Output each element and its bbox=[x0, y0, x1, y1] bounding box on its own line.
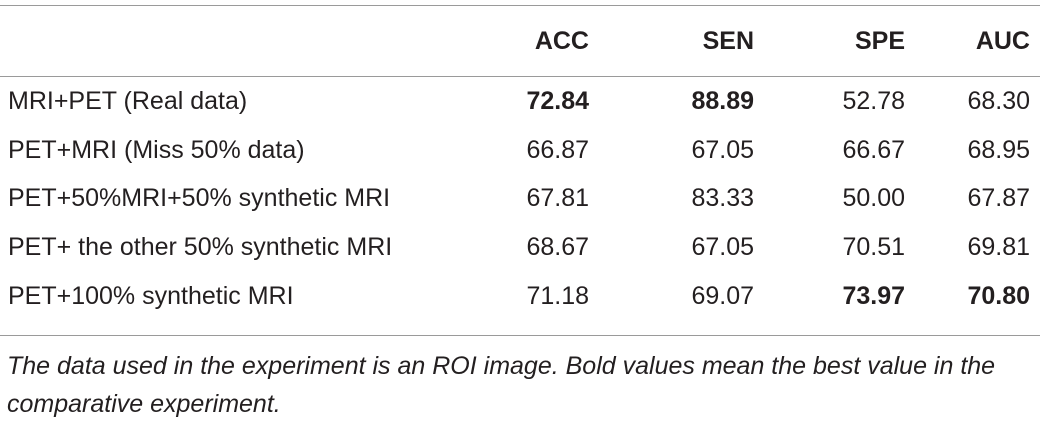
table-row: MRI+PET (Real data) 72.84 88.89 52.78 68… bbox=[0, 77, 1040, 126]
auc-value: 67.87 bbox=[967, 184, 1030, 213]
spe-value: 66.67 bbox=[842, 135, 905, 164]
table-row: PET+ the other 50% synthetic MRI 68.67 6… bbox=[0, 223, 1040, 272]
acc-value: 68.67 bbox=[526, 233, 589, 262]
header-divider bbox=[0, 76, 1040, 77]
table-header-row: ACC SEN SPE AUC bbox=[0, 6, 1040, 77]
table-top-rule bbox=[0, 5, 1040, 6]
auc-value: 69.81 bbox=[967, 233, 1030, 262]
row-label: MRI+PET (Real data) bbox=[8, 86, 248, 115]
table-bottom-rule bbox=[0, 335, 1040, 336]
header-acc: ACC bbox=[534, 26, 589, 55]
header-spe: SPE bbox=[854, 26, 905, 55]
auc-value: 70.80 bbox=[967, 282, 1030, 311]
acc-value: 66.87 bbox=[526, 135, 589, 164]
sen-value: 67.05 bbox=[691, 135, 754, 164]
results-table: ACC SEN SPE AUC MRI+PET (Real data) 72.8… bbox=[0, 6, 1040, 321]
acc-value: 71.18 bbox=[526, 282, 589, 311]
sen-value: 67.05 bbox=[691, 233, 754, 262]
spe-value: 73.97 bbox=[842, 282, 905, 311]
row-label: PET+MRI (Miss 50% data) bbox=[8, 135, 305, 164]
acc-value: 72.84 bbox=[526, 86, 589, 115]
auc-value: 68.95 bbox=[967, 135, 1030, 164]
header-auc: AUC bbox=[975, 26, 1030, 55]
spe-value: 70.51 bbox=[842, 233, 905, 262]
table-footnote: The data used in the experiment is an RO… bbox=[7, 352, 996, 418]
spe-value: 50.00 bbox=[842, 184, 905, 213]
sen-value: 69.07 bbox=[691, 282, 754, 311]
auc-value: 68.30 bbox=[967, 86, 1030, 115]
row-label: PET+50%MRI+50% synthetic MRI bbox=[8, 184, 391, 213]
table-row: PET+100% synthetic MRI 71.18 69.07 73.97… bbox=[0, 272, 1040, 321]
acc-value: 67.81 bbox=[526, 184, 589, 213]
sen-value: 88.89 bbox=[691, 86, 754, 115]
row-label: PET+100% synthetic MRI bbox=[8, 282, 294, 311]
row-label: PET+ the other 50% synthetic MRI bbox=[8, 233, 393, 262]
sen-value: 83.33 bbox=[691, 184, 754, 213]
header-sen: SEN bbox=[702, 26, 754, 55]
header-label-cell bbox=[0, 6, 470, 77]
spe-value: 52.78 bbox=[842, 86, 905, 115]
table-row: PET+MRI (Miss 50% data) 66.87 67.05 66.6… bbox=[0, 126, 1040, 175]
table-row: PET+50%MRI+50% synthetic MRI 67.81 83.33… bbox=[0, 175, 1040, 224]
